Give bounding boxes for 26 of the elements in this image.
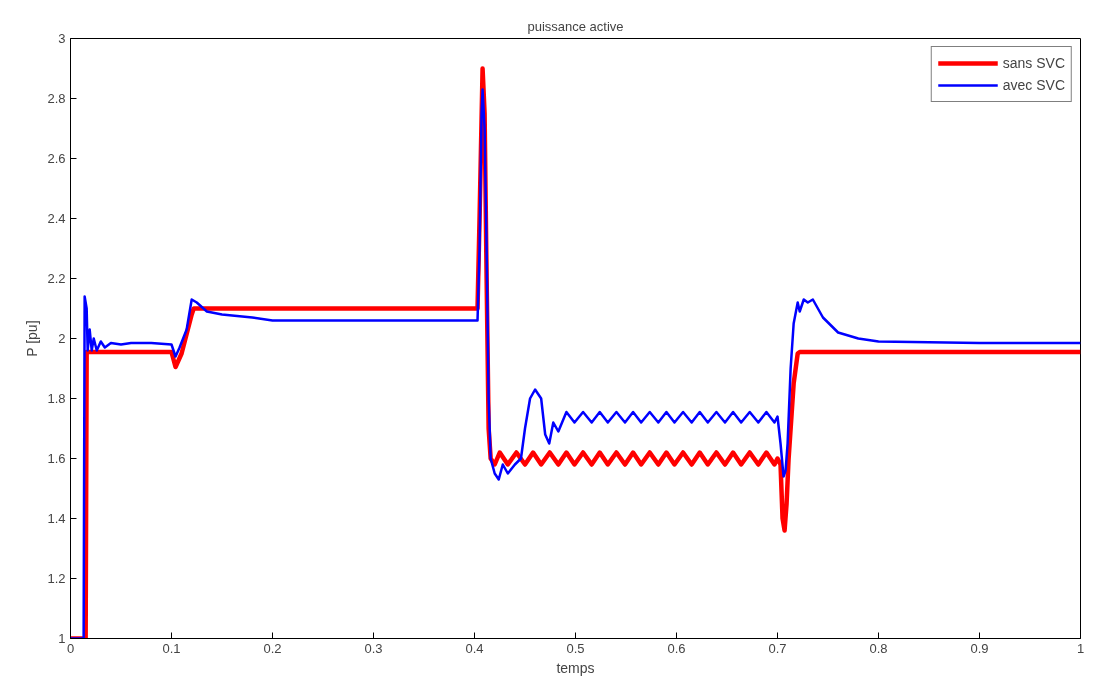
legend-label: sans SVC (1002, 55, 1065, 71)
x-axis-title: temps (556, 659, 595, 676)
y-tick-label: 2.6 (47, 151, 66, 166)
y-tick-label: 1.8 (47, 391, 66, 406)
x-tick-label: 0.4 (465, 640, 484, 656)
chart-title: puissance active (527, 18, 624, 34)
y-tick-label: 1.2 (47, 571, 66, 586)
x-tick-label: 0.3 (364, 640, 383, 656)
x-tick-label: 0.7 (768, 640, 787, 656)
y-tick-label: 2.2 (47, 271, 66, 286)
x-tick-label: 0.5 (566, 640, 585, 656)
y-tick-label: 1.6 (47, 451, 66, 466)
y-tick-label: 1.4 (47, 511, 66, 526)
x-tick-label: 0.8 (869, 640, 888, 656)
y-tick-label: 3 (58, 31, 66, 46)
y-axis-title: P [pu] (24, 320, 41, 357)
legend-label: avec SVC (1002, 77, 1065, 93)
x-tick-label: 0.9 (970, 640, 989, 656)
y-tick-label: 2.4 (47, 211, 66, 226)
x-tick-label: 1 (1076, 640, 1085, 656)
y-tick-label: 2 (58, 331, 66, 346)
x-tick-label: 0.6 (667, 640, 686, 656)
x-tick-label: 0 (66, 640, 75, 656)
x-tick-label: 0.2 (263, 640, 282, 656)
x-tick-label: 0.1 (162, 640, 181, 656)
y-tick-label: 2.8 (47, 91, 66, 106)
